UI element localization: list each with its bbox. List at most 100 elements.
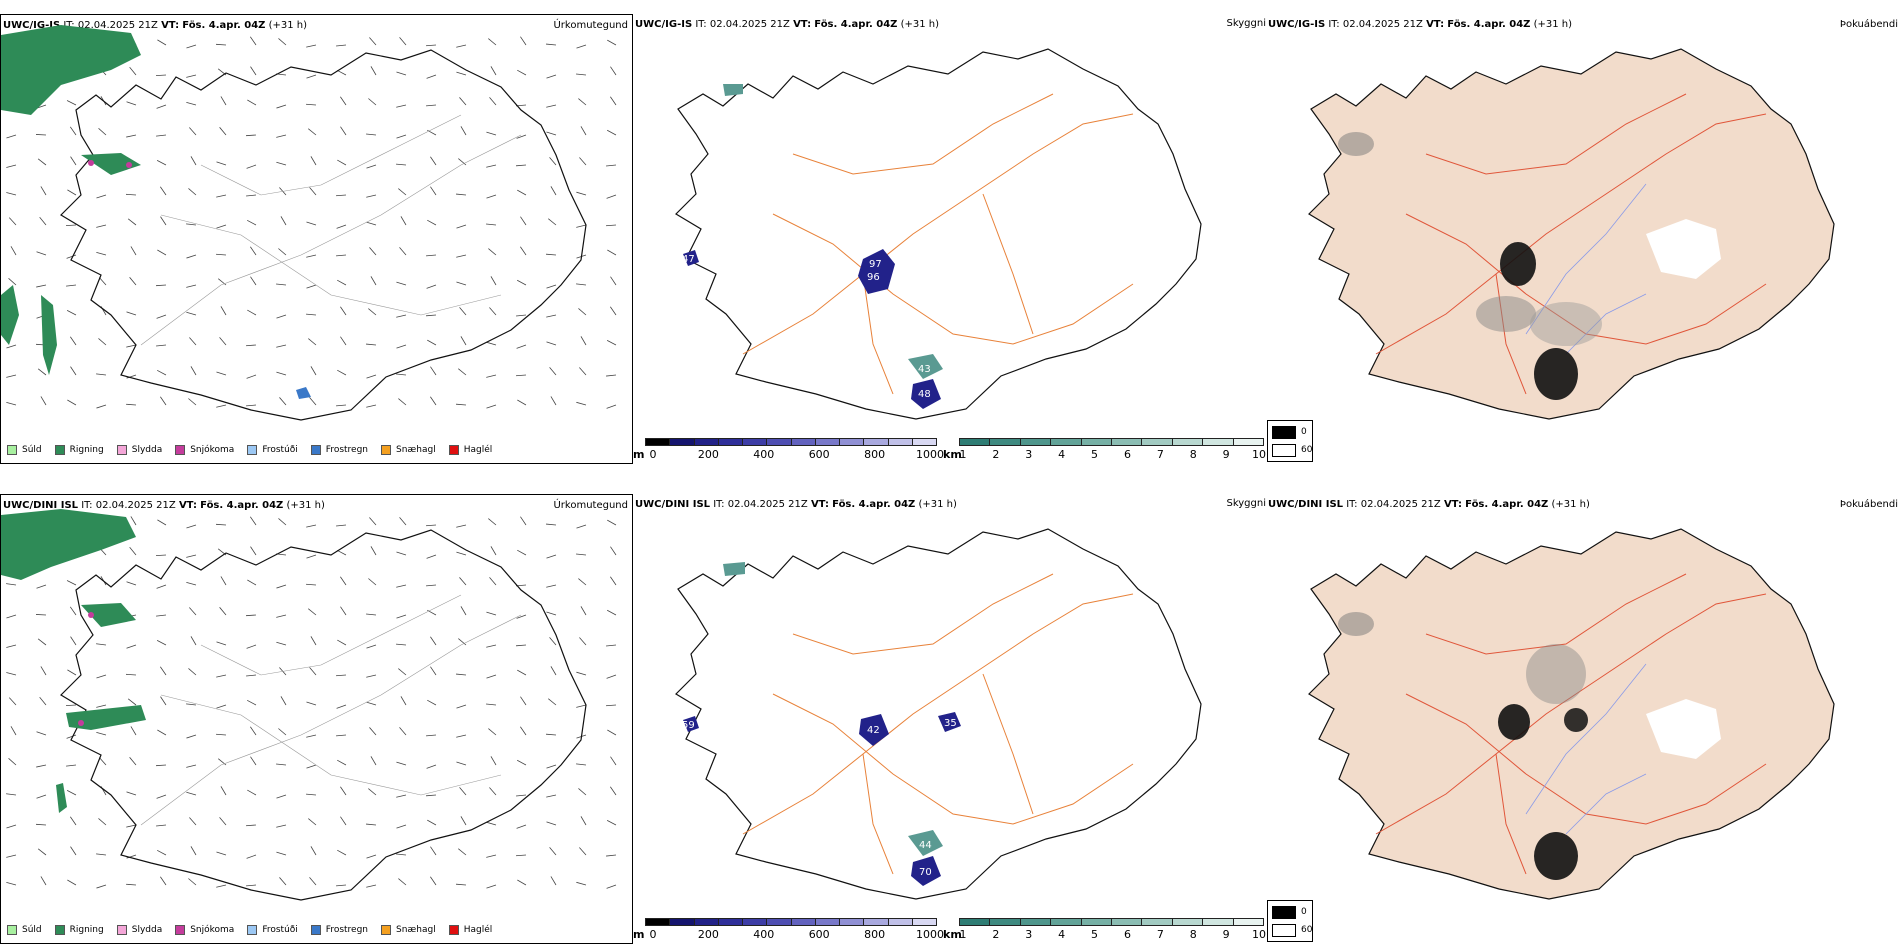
cbar-segment <box>717 918 743 926</box>
wind-barb <box>70 156 77 166</box>
wind-barb <box>400 696 407 706</box>
wind-barb <box>486 821 497 826</box>
legend-swatch <box>175 445 186 455</box>
cbar-tick: 10 <box>1252 928 1266 941</box>
rain-area <box>1 25 141 115</box>
model-name: UWC/DINI ISL <box>3 500 79 511</box>
wind-barb <box>96 853 107 856</box>
wind-barb <box>250 546 257 556</box>
wind-barb <box>156 584 167 589</box>
cbar-tick: 5 <box>1091 928 1099 941</box>
cbar-tick: 5 <box>1091 448 1099 461</box>
wind-barb <box>488 518 497 526</box>
wind-barb <box>489 577 497 586</box>
fog-area <box>1534 832 1578 880</box>
wind-barb <box>550 186 557 196</box>
low-vis-area <box>858 249 895 294</box>
cbar-tick: 6 <box>1123 928 1131 941</box>
wind-barb <box>160 876 167 886</box>
cbar-m: m 0 200 400 600 800 1000 <box>633 438 944 462</box>
wind-barb <box>606 340 617 346</box>
wind-barb <box>430 396 437 406</box>
wind-barb <box>66 100 77 106</box>
wind-barb <box>486 854 497 858</box>
wind-barb <box>576 524 587 529</box>
wind-barb <box>516 344 527 349</box>
panel-title: UWC/IG-IS IT: 02.04.2025 21Z VT: Fös. 4.… <box>3 20 307 31</box>
wind-barb <box>336 524 347 527</box>
wind-barb <box>488 728 497 736</box>
wind-barb <box>157 39 167 46</box>
wind-barb <box>370 756 377 766</box>
wind-barb <box>399 247 407 256</box>
wind-barb <box>605 224 617 227</box>
legend-item: Frostúði <box>247 445 298 455</box>
wind-barb <box>127 698 137 706</box>
wind-barb <box>276 314 287 319</box>
wind-barb <box>606 854 617 857</box>
wind-barb <box>517 669 527 676</box>
vis-value-label: 70 <box>919 867 932 878</box>
wind-barb <box>216 851 227 856</box>
legend-label: Frostúði <box>262 445 298 455</box>
wind-barb <box>250 66 257 76</box>
it-value: 02.04.2025 21Z <box>1342 19 1423 30</box>
wind-barb <box>426 284 437 289</box>
vt-value: Fös. 4.apr. 04Z <box>814 19 898 30</box>
wind-barb <box>340 306 347 316</box>
wind-barb <box>368 308 377 316</box>
wind-barb <box>276 344 287 348</box>
legend-label: Frostregn <box>325 925 369 935</box>
legend-item: Frostúði <box>247 925 298 935</box>
legend-label: Snæhagl <box>396 445 436 455</box>
wind-barb <box>190 366 197 376</box>
wind-barb <box>337 849 347 856</box>
wind-barb <box>215 43 227 46</box>
wind-barb <box>336 549 347 556</box>
wind-barb <box>305 583 317 586</box>
fog-area <box>1564 708 1588 732</box>
wind-barb <box>456 761 467 766</box>
wind-barb <box>98 128 107 136</box>
vt-label: VT: <box>1426 19 1445 30</box>
wind-barb <box>65 704 77 706</box>
legend-label: Slydda <box>131 445 163 455</box>
wind-barb <box>427 219 437 226</box>
wind-barb <box>10 726 17 736</box>
wind-barb <box>580 816 587 826</box>
wind-barb <box>607 519 617 526</box>
precip-panel-row2: UWC/DINI ISL IT: 02.04.2025 21Z VT: Fös.… <box>0 494 633 944</box>
vt-label: VT: <box>161 20 180 31</box>
wind-barb <box>486 674 497 679</box>
wind-barb <box>246 374 257 379</box>
roads <box>140 594 522 826</box>
wind-barb <box>156 344 167 347</box>
wind-barb <box>37 368 47 376</box>
wind-barb <box>189 817 197 826</box>
wind-barb <box>35 614 47 616</box>
snow-spot <box>88 612 94 618</box>
cbar-tick: 4 <box>1058 448 1066 461</box>
vis-value-label: 35 <box>944 718 957 729</box>
wind-barb <box>6 824 17 829</box>
wind-barb <box>426 794 437 797</box>
wind-barb <box>306 764 317 769</box>
wind-barb <box>306 524 317 528</box>
wind-barb <box>6 344 17 349</box>
wind-barb <box>336 884 347 887</box>
wind-barb <box>156 369 167 376</box>
wind-barb <box>219 337 227 346</box>
wind-barb <box>69 126 77 136</box>
wind-barb <box>546 764 557 769</box>
wind-barb <box>576 401 587 406</box>
wind-barb <box>276 763 287 766</box>
wind-barb <box>606 884 617 889</box>
cbar-segment <box>1019 438 1052 446</box>
wind-barb <box>400 216 407 226</box>
vis-value-label: 48 <box>918 389 931 400</box>
wind-barb <box>340 606 347 616</box>
wind-barb <box>369 247 377 256</box>
wind-barb <box>156 824 167 827</box>
fog-area <box>1530 302 1602 346</box>
wind-barb <box>70 366 77 376</box>
